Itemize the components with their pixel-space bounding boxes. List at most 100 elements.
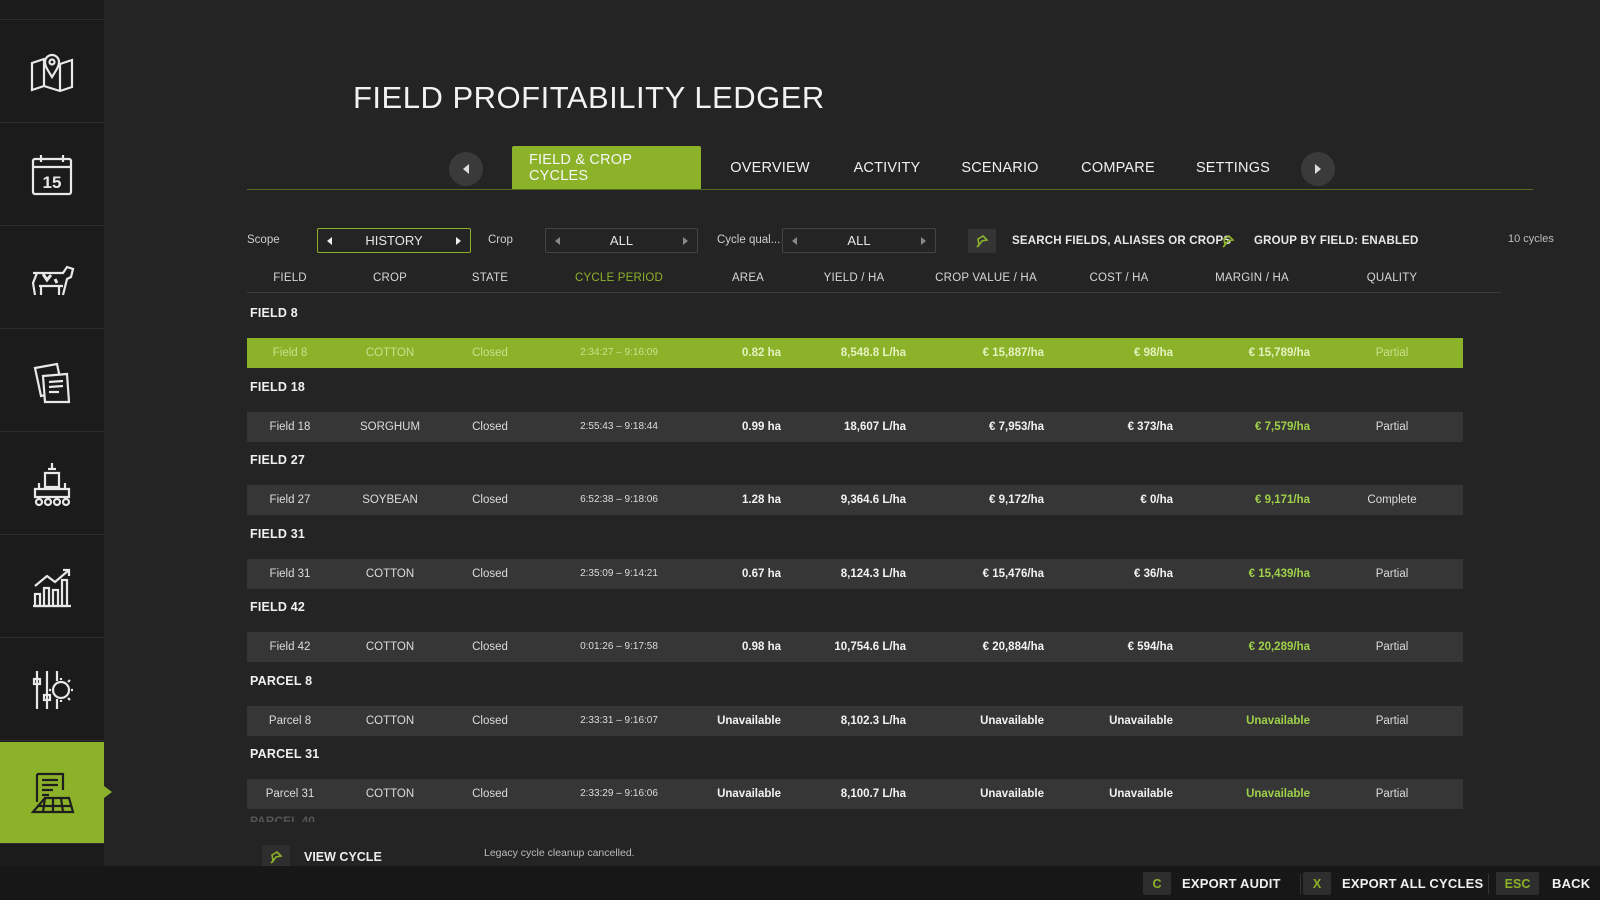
column-header-area[interactable]: AREA xyxy=(731,272,765,284)
cell-quality: Partial xyxy=(1375,347,1409,359)
cell-cost: € 373/ha xyxy=(1127,420,1173,433)
column-header-cycle-period[interactable]: CYCLE PERIOD xyxy=(574,272,664,284)
column-header-state[interactable]: STATE xyxy=(471,272,509,284)
cell-crop-value: Unavailable xyxy=(980,714,1044,727)
tab-settings[interactable]: SETTINGS xyxy=(1195,159,1271,176)
cell-yield: 8,100.7 L/ha xyxy=(840,788,906,800)
table-row[interactable]: Field 18 SORGHUM Closed 2:55:43 – 9:18:44 0.… xyxy=(247,411,1463,442)
tab-next-button[interactable] xyxy=(1301,152,1335,186)
crop-value: ALL xyxy=(609,233,634,248)
cell-crop-value: € 20,884/ha xyxy=(982,641,1044,653)
search-fields-button[interactable]: SEARCH FIELDS, ALIASES OR CROPS xyxy=(1012,235,1232,247)
calendar-day: 15 xyxy=(43,173,62,192)
cell-quality: Partial xyxy=(1375,420,1409,433)
chevron-right-icon xyxy=(1315,164,1321,174)
sidebar-item-map[interactable] xyxy=(0,21,104,123)
search-key-chip[interactable] xyxy=(968,229,996,253)
map-pin-icon xyxy=(30,53,74,92)
scope-value: HISTORY xyxy=(365,233,423,248)
group-label-partial: PARCEL 40 xyxy=(250,814,315,822)
cell-state: Closed xyxy=(472,494,508,506)
column-header-margin[interactable]: MARGIN / HA xyxy=(1215,272,1289,284)
group-label: FIELD 8 xyxy=(250,306,298,320)
export-audit-key[interactable]: C xyxy=(1143,872,1171,895)
cell-field: Parcel 31 xyxy=(265,788,315,800)
cell-field: Field 8 xyxy=(272,347,308,359)
cell-state: Closed xyxy=(472,788,508,800)
tab-activity[interactable]: ACTIVITY xyxy=(853,159,921,176)
back-button[interactable]: BACK xyxy=(1552,876,1591,891)
cell-area: 0.98 ha xyxy=(742,641,781,653)
export-all-cycles-key[interactable]: X xyxy=(1303,872,1331,895)
sidebar-top-divider xyxy=(0,0,104,20)
cell-crop: COTTON xyxy=(365,788,415,800)
table-row[interactable]: Field 27 SOYBEAN Closed 6:52:38 – 9:18:06 1.… xyxy=(247,485,1463,515)
sidebar-item-contracts[interactable] xyxy=(0,330,104,432)
table-row[interactable]: Parcel 8 COTTON Closed 2:33:31 – 9:16:07 Una… xyxy=(247,705,1463,736)
cow-icon xyxy=(31,265,75,295)
group-by-field-toggle[interactable]: GROUP BY FIELD: ENABLED xyxy=(1254,235,1419,247)
column-header-field[interactable]: FIELD xyxy=(273,272,307,284)
tab-scenario[interactable]: SCENARIO xyxy=(961,159,1039,176)
cell-yield: 9,364.6 L/ha xyxy=(840,494,906,506)
sidebar-item-animals[interactable] xyxy=(0,227,104,329)
sidebar-item-field-ledger[interactable] xyxy=(0,742,112,844)
sidebar-item-settings[interactable] xyxy=(0,639,104,741)
group-label: FIELD 42 xyxy=(250,600,306,614)
cell-crop: COTTON xyxy=(365,567,415,580)
arrow-left-icon[interactable] xyxy=(555,237,560,245)
column-header-quality[interactable]: QUALITY xyxy=(1366,272,1418,284)
export-all-cycles-button[interactable]: EXPORT ALL CYCLES xyxy=(1342,876,1484,891)
chevron-left-icon xyxy=(463,164,469,174)
sidebar-item-statistics[interactable] xyxy=(0,536,104,638)
cell-cost: € 98/ha xyxy=(1134,347,1173,359)
tab-compare[interactable]: COMPARE xyxy=(1081,159,1155,176)
cell-yield: 8,102.3 L/ha xyxy=(840,714,906,727)
column-header-yield[interactable]: YIELD / HA xyxy=(823,272,885,284)
cell-state: Closed xyxy=(472,347,508,359)
arrow-right-icon[interactable] xyxy=(921,237,926,245)
arrow-left-icon[interactable] xyxy=(792,237,797,245)
cell-crop-value: Unavailable xyxy=(980,788,1044,800)
view-cycle-button[interactable]: VIEW CYCLE xyxy=(304,850,382,864)
factory-icon xyxy=(33,462,71,506)
cell-yield: 18,607 L/ha xyxy=(843,420,906,433)
back-key[interactable]: ESC xyxy=(1496,872,1539,895)
cell-crop: COTTON xyxy=(365,714,415,727)
sidebar-item-calendar[interactable]: 15 xyxy=(0,124,104,226)
column-header-crop[interactable]: CROP xyxy=(372,272,408,284)
cell-yield: 10,754.6 L/ha xyxy=(834,641,906,653)
sidebar-item-production[interactable] xyxy=(0,433,104,535)
view-cycle-key-chip[interactable] xyxy=(262,845,290,869)
table-row[interactable]: Field 42 COTTON Closed 0:01:26 – 9:17:58 0.9… xyxy=(247,632,1463,662)
arrow-right-icon[interactable] xyxy=(456,237,461,245)
column-header-cost[interactable]: COST / HA xyxy=(1089,272,1149,284)
group-label: FIELD 18 xyxy=(250,379,306,394)
export-audit-button[interactable]: EXPORT AUDIT xyxy=(1182,876,1281,891)
table-row[interactable]: Parcel 31 COTTON Closed 2:33:29 – 9:16:06 Un… xyxy=(247,779,1463,809)
cycle-quality-label: Cycle qual... xyxy=(717,234,781,246)
group-label: FIELD 31 xyxy=(250,526,306,541)
cycle-quality-selector[interactable]: ALL xyxy=(782,228,936,253)
tab-field-crop-cycles[interactable]: FIELD & CROP CYCLES xyxy=(512,146,701,189)
cell-quality: Partial xyxy=(1375,788,1409,800)
tab-prev-button[interactable] xyxy=(449,152,483,186)
sidebar: 15 xyxy=(0,0,112,900)
arrow-right-icon[interactable] xyxy=(683,237,688,245)
arrow-left-icon[interactable] xyxy=(327,237,332,245)
mouse-click-icon xyxy=(976,234,989,248)
scope-selector[interactable]: HISTORY xyxy=(317,228,471,253)
cell-area: 0.99 ha xyxy=(742,420,781,433)
column-header-crop-value[interactable]: CROP VALUE / HA xyxy=(935,272,1037,284)
cycle-quality-value: ALL xyxy=(847,233,871,248)
calendar-icon: 15 xyxy=(31,154,73,195)
group-key-chip[interactable] xyxy=(1214,229,1242,253)
cell-field: Field 42 xyxy=(269,641,311,653)
cell-area: 0.82 ha xyxy=(742,347,781,359)
cell-margin: € 15,439/ha xyxy=(1248,567,1310,580)
table-row-selected[interactable]: Field 8 COTTON Closed 2:34:27 – 9:16:09 0.82… xyxy=(247,338,1463,368)
table-row[interactable]: Field 31 COTTON Closed 2:35:09 – 9:14:21 0.6… xyxy=(247,558,1463,589)
tab-overview[interactable]: OVERVIEW xyxy=(730,159,810,176)
crop-selector[interactable]: ALL xyxy=(545,228,698,253)
cell-area: Unavailable xyxy=(717,714,781,727)
